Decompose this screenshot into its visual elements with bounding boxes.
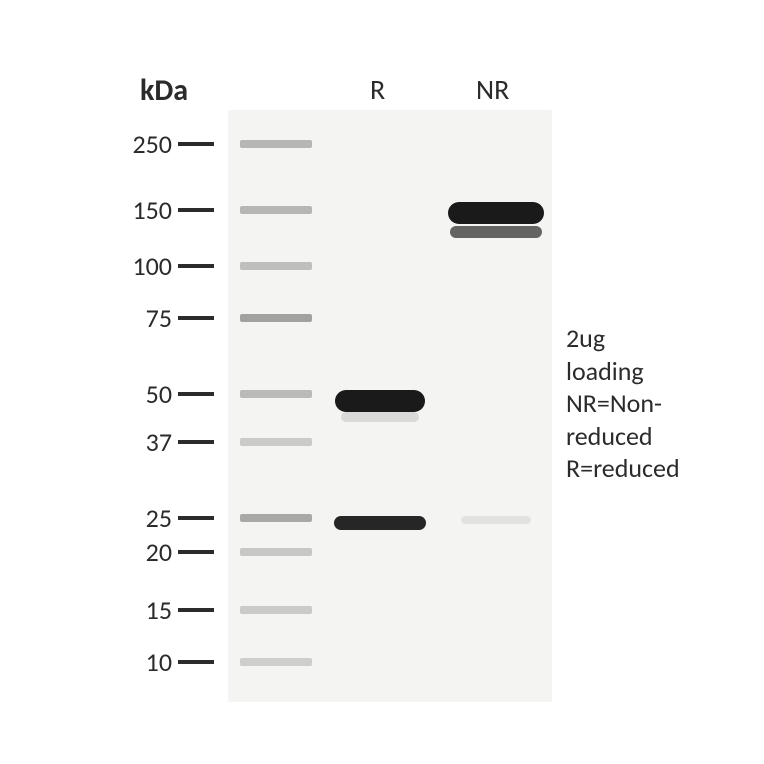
ladder-band (240, 548, 312, 556)
ladder-band (240, 606, 312, 614)
ladder-band (240, 438, 312, 446)
marker-tick (178, 316, 214, 320)
ladder-band (240, 390, 312, 398)
marker-tick (178, 550, 214, 554)
ladder-band (240, 140, 312, 148)
ladder-band (240, 514, 312, 522)
band-r (341, 412, 419, 422)
ladder-band (240, 658, 312, 666)
ladder-band (240, 314, 312, 322)
ladder-band (240, 206, 312, 214)
marker-tick (178, 142, 214, 146)
lane-header-r: R (370, 72, 385, 107)
marker-label: 75 (116, 302, 172, 334)
band-r (335, 390, 425, 412)
lane-header-nr: NR (476, 72, 509, 107)
gel-figure: kDa R NR 25015010075503725201510 2ug loa… (110, 40, 650, 720)
marker-tick (178, 516, 214, 520)
marker-tick (178, 440, 214, 444)
marker-label: 25 (116, 502, 172, 534)
marker-tick (178, 208, 214, 212)
loading-annotation: 2ug loading NR=Non- reduced R=reduced (566, 322, 680, 485)
ladder-band (240, 262, 312, 270)
band-nr (450, 226, 542, 238)
marker-label: 100 (116, 250, 172, 282)
marker-label: 150 (116, 194, 172, 226)
marker-label: 50 (116, 378, 172, 410)
marker-label: 37 (116, 426, 172, 458)
marker-tick (178, 608, 214, 612)
band-nr (461, 516, 531, 524)
marker-label: 20 (116, 536, 172, 568)
marker-tick (178, 392, 214, 396)
marker-tick (178, 264, 214, 268)
band-r (334, 516, 426, 530)
marker-label: 15 (116, 594, 172, 626)
band-nr (448, 202, 544, 224)
marker-label: 10 (116, 646, 172, 678)
axis-unit-label: kDa (140, 72, 188, 109)
marker-label: 250 (116, 128, 172, 160)
marker-tick (178, 660, 214, 664)
